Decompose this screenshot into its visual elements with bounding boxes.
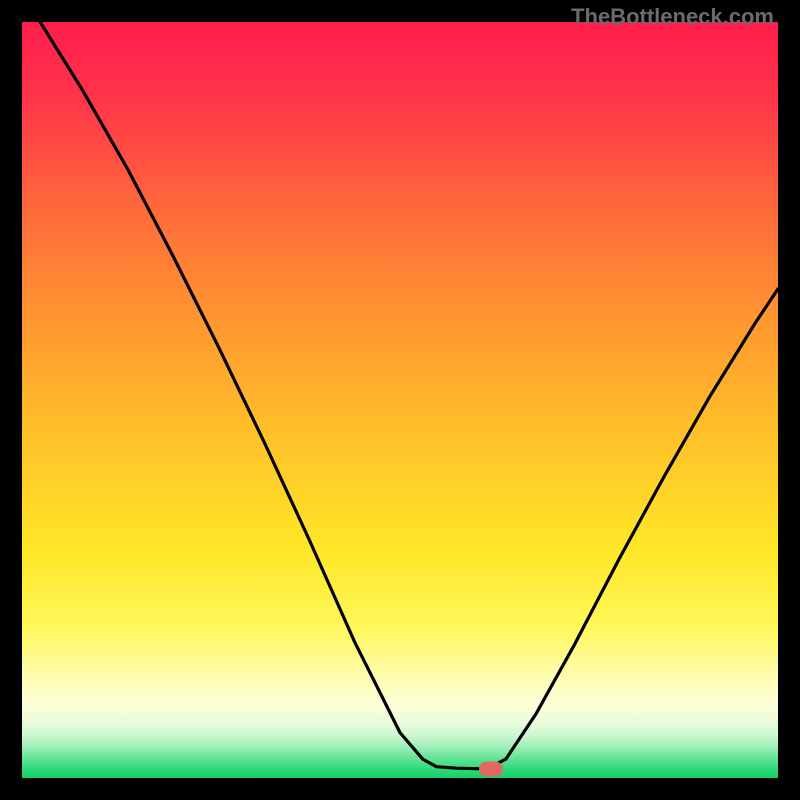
watermark-text: TheBottleneck.com	[571, 4, 774, 30]
optimal-marker	[479, 761, 503, 776]
curve-polyline	[40, 22, 778, 769]
bottleneck-curve	[22, 22, 778, 778]
plot-area	[22, 22, 778, 778]
chart-frame: TheBottleneck.com	[0, 0, 800, 800]
